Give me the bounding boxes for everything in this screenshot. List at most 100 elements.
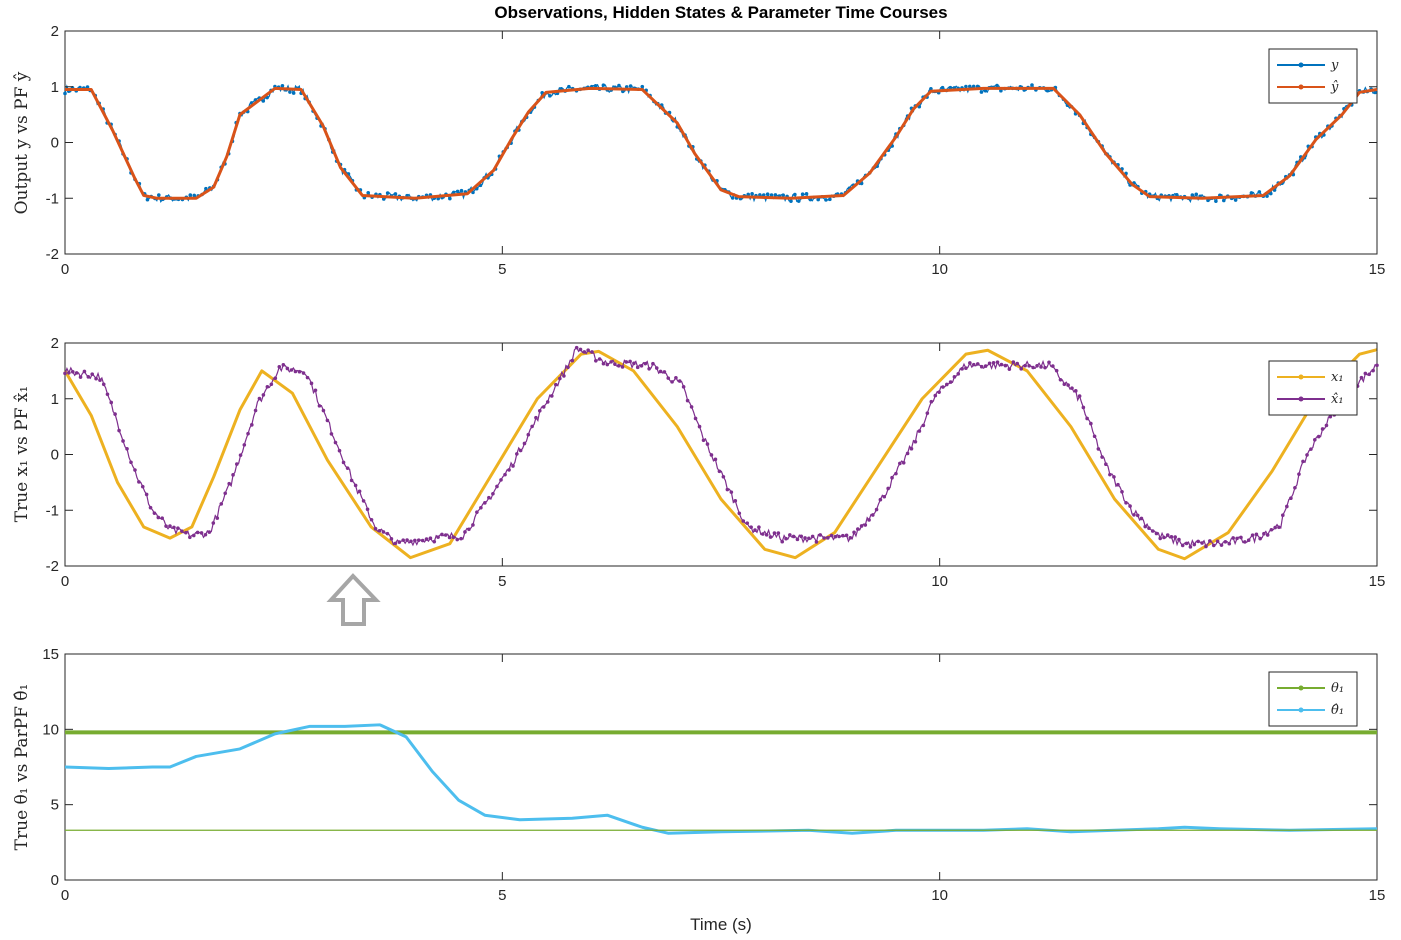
data-point [413,538,417,543]
data-point [98,378,102,382]
data-point [582,350,587,354]
data-point [848,536,853,540]
data-point [1371,368,1375,373]
data-point [1007,367,1012,371]
data-point [617,83,621,88]
data-point [1309,447,1313,451]
data-point [381,530,386,534]
data-point [1219,543,1224,547]
legend-label: ŷ [1330,80,1339,95]
data-point [63,371,67,376]
data-point [948,85,953,90]
data-point [764,533,769,537]
x-tick-label: 10 [931,261,948,278]
y-tick-label: 0 [51,872,59,889]
data-point [78,375,83,379]
data-point [810,534,815,539]
data-point [436,535,440,539]
data-point [745,521,750,525]
data-point [463,530,467,534]
data-point [713,457,718,462]
data-point [1043,365,1047,370]
data-point [1204,544,1208,549]
data-point [586,348,590,352]
data-point [795,537,800,542]
data-point [405,538,409,542]
data-point [227,481,231,486]
data-point [1277,525,1281,530]
data-point [1030,83,1034,87]
data-point [886,486,890,491]
data-point [566,365,570,370]
data-point [211,521,216,525]
x-tick-label: 5 [498,261,506,278]
x-tick-label: 15 [1369,887,1386,904]
data-point [975,362,980,366]
data-point [1039,365,1043,369]
legend-marker [1298,84,1304,90]
data-point [397,540,402,544]
x-tick-label: 15 [1369,261,1386,278]
data-point [1313,437,1317,442]
data-point [956,372,961,376]
data-point [82,369,87,374]
data-point [176,526,180,530]
data-point [1215,539,1220,544]
data-point [491,491,495,496]
data-point [377,528,382,533]
data-point [1047,360,1051,365]
data-point [288,90,292,94]
data-point [137,480,141,484]
legend-marker [1298,62,1304,68]
data-point [63,91,67,96]
data-point [522,441,527,446]
data-point [416,538,421,542]
data-point [291,91,296,95]
y-tick-label: 2 [51,23,59,40]
y-tick-label: 10 [42,721,59,738]
data-point [1035,364,1039,368]
data-point [1324,423,1329,428]
y-tick-label: 15 [42,646,59,663]
data-point [329,432,334,436]
data-point [1188,545,1193,549]
data-point [799,534,804,539]
data-point [1249,191,1254,195]
data-point [651,361,655,366]
data-point [574,345,579,350]
data-point [824,198,828,202]
data-point [894,471,898,476]
data-point [635,365,640,370]
data-point [1316,434,1321,439]
data-point [1192,542,1197,547]
data-point [518,448,523,453]
data-point [204,186,208,191]
data-point [593,84,598,88]
x-tick-label: 0 [61,573,69,590]
y-tick-label: 2 [51,335,59,352]
data-point [447,535,452,540]
data-point [1073,389,1078,393]
data-point [613,362,617,366]
data-point [1262,531,1266,536]
data-point [345,466,350,470]
data-point [385,191,390,195]
data-point [769,193,774,197]
data-point [929,399,934,404]
data-point [156,515,161,520]
legend: yŷ [1268,48,1358,104]
data-point [784,536,788,541]
data-point [219,502,224,506]
data-point [1297,472,1301,476]
data-point [1246,538,1251,543]
data-point [257,396,262,401]
data-point [570,358,575,363]
data-point [157,193,161,197]
data-point [609,360,613,364]
data-point [814,540,819,544]
data-point [701,438,706,443]
data-point [749,525,753,529]
data-point [129,460,133,465]
data-point [369,517,374,522]
